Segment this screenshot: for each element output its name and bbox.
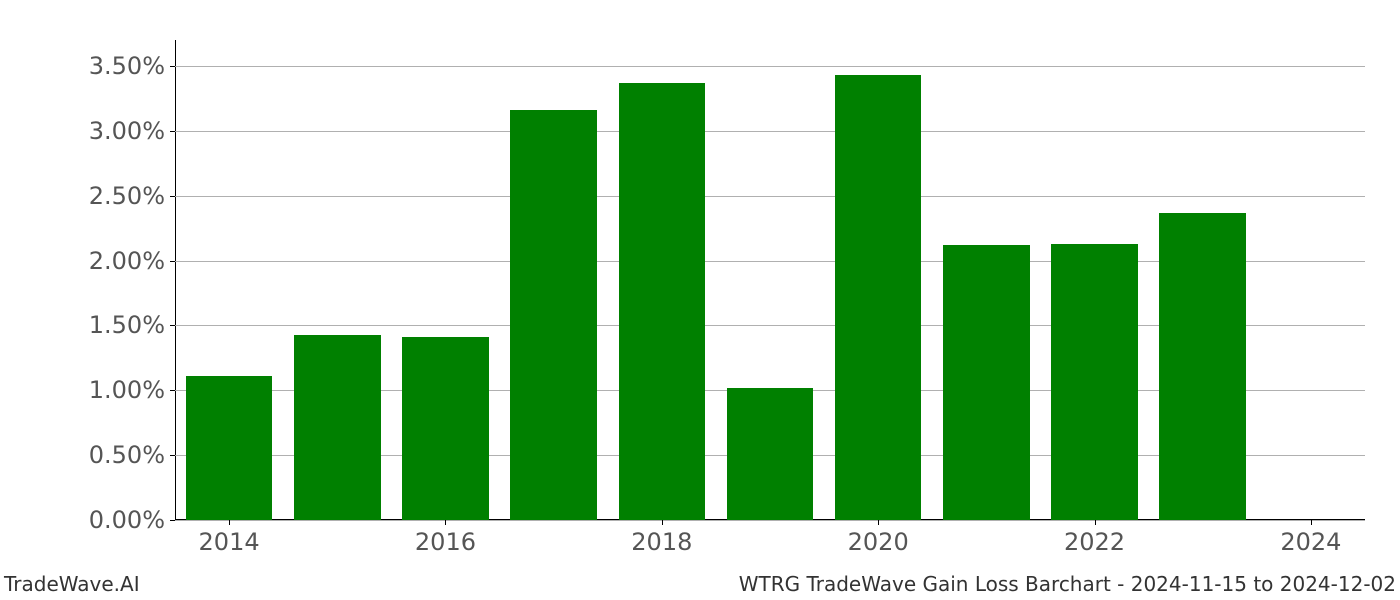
bar: [1159, 213, 1246, 520]
chart-figure: 0.00% 0.50% 1.00% 1.50% 2.00% 2.50% 3.00% 3.50%…: [0, 0, 1400, 600]
y-tick-label: 0.00%: [89, 506, 175, 534]
bar: [1051, 244, 1138, 520]
y-tick-label: 1.50%: [89, 311, 175, 339]
x-tick-label: 2020: [848, 520, 909, 556]
y-tick-label: 1.00%: [89, 376, 175, 404]
bar: [619, 83, 706, 520]
y-tick-label: 3.00%: [89, 117, 175, 145]
y-tick-label: 2.50%: [89, 182, 175, 210]
x-tick-label: 2018: [631, 520, 692, 556]
bar: [835, 75, 922, 520]
bar: [510, 110, 597, 520]
bar: [943, 245, 1030, 520]
y-tick-label: 3.50%: [89, 52, 175, 80]
bar: [727, 388, 814, 520]
grid-line: [175, 196, 1365, 197]
plot-area: 0.00%0.50%1.00%1.50%2.00%2.50%3.00%3.50%…: [175, 40, 1365, 520]
grid-line: [175, 520, 1365, 521]
grid-line: [175, 66, 1365, 67]
x-tick-label: 2016: [415, 520, 476, 556]
y-axis-spine: [175, 40, 176, 520]
bar: [294, 335, 381, 521]
y-tick-label: 2.00%: [89, 247, 175, 275]
footer-right-text: WTRG TradeWave Gain Loss Barchart - 2024…: [739, 572, 1396, 596]
x-tick-label: 2024: [1280, 520, 1341, 556]
y-tick-label: 0.50%: [89, 441, 175, 469]
x-tick-label: 2022: [1064, 520, 1125, 556]
footer-left-text: TradeWave.AI: [4, 572, 140, 596]
bar: [186, 376, 273, 520]
x-tick-label: 2014: [199, 520, 260, 556]
bar: [402, 337, 489, 520]
grid-line: [175, 131, 1365, 132]
